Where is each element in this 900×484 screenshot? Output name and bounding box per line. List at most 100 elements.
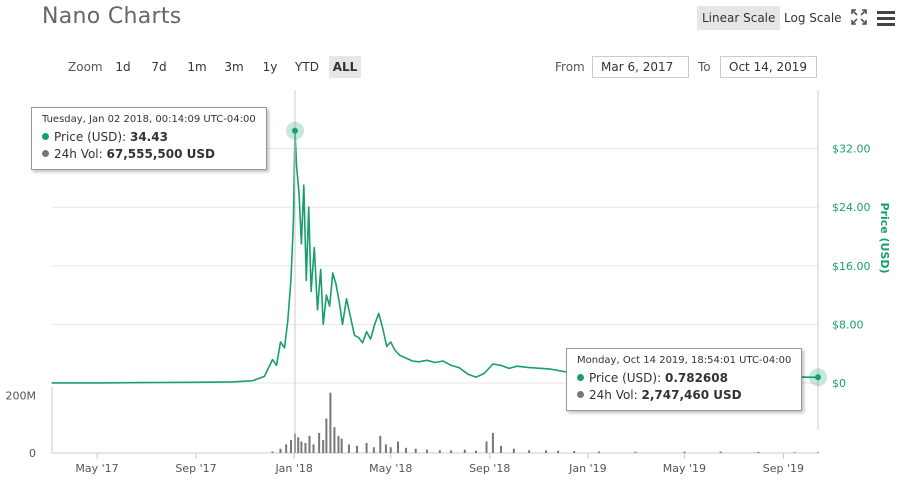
volume-bar [308, 435, 311, 453]
tooltip-price-label: Price (USD): [54, 130, 127, 144]
price-point [508, 367, 510, 369]
price-point [271, 358, 274, 361]
price-point [275, 364, 278, 367]
linear-scale-button[interactable]: Linear Scale [697, 6, 781, 30]
hamburger-menu-icon[interactable] [877, 10, 895, 26]
to-date-input[interactable]: Oct 14, 2019 [720, 56, 817, 78]
price-tick-label: $8.00 [832, 318, 864, 331]
price-point [290, 278, 292, 280]
tooltip-latest: Monday, Oct 14 2019, 18:54:01 UTC-04:00 … [566, 348, 803, 411]
volume-bar [491, 432, 494, 453]
volume-series [271, 392, 819, 453]
tooltip-date: Tuesday, Jan 02 2018, 00:14:09 UTC-04:00 [42, 114, 256, 125]
price-point [492, 363, 494, 365]
tooltip-price-value: 0.782608 [664, 371, 728, 385]
price-point [298, 191, 300, 194]
price-point [332, 272, 334, 274]
zoom-button-1y[interactable]: 1y [262, 60, 278, 74]
price-point [390, 341, 392, 343]
volume-bar [557, 450, 560, 453]
price-point [230, 381, 233, 383]
price-point [325, 294, 327, 296]
price-point [374, 323, 376, 325]
volume-bar [475, 450, 478, 453]
zoom-button-7d[interactable]: 7d [151, 60, 167, 74]
volume-bar [312, 444, 315, 453]
volume-bar [337, 435, 340, 453]
volume-bar [322, 440, 325, 453]
volume-bar [318, 432, 321, 453]
volume-bar [347, 444, 350, 453]
price-point [467, 373, 469, 375]
volume-bar [499, 445, 502, 453]
price-point [292, 221, 294, 223]
price-point [353, 334, 356, 336]
volume-dot-icon [42, 150, 49, 157]
price-point [426, 359, 428, 361]
peak-marker [291, 127, 298, 134]
axes: $0 $8.00 $16.00 $24.00 $32.00 Price (USD) 0 200… [6, 143, 892, 475]
zoom-button-1d[interactable]: 1d [115, 60, 131, 74]
price-axis-title: Price (USD) [878, 202, 891, 273]
zoom-button-3m[interactable]: 3m [224, 60, 244, 74]
price-point [357, 336, 360, 339]
price-point [251, 380, 253, 382]
volume-bar [329, 392, 332, 453]
price-point [341, 323, 344, 325]
volume-bar [304, 442, 307, 453]
volume-bar [333, 427, 336, 453]
zoom-label: Zoom [68, 60, 103, 74]
price-point [382, 327, 384, 329]
price-point [279, 341, 282, 343]
volume-bar [573, 450, 576, 453]
price-point [316, 309, 319, 311]
price-point [145, 382, 147, 384]
x-tick-label: Sep '18 [469, 462, 510, 475]
volume-bar [396, 441, 399, 453]
price-tick-label: $24.00 [832, 201, 871, 214]
volume-bar [450, 450, 453, 453]
volume-bar [289, 440, 292, 453]
volume-bar [463, 449, 466, 453]
zoom-button-1m[interactable]: 1m [187, 60, 207, 74]
price-point [475, 376, 477, 378]
tooltip-vol-label: 24h Vol: [589, 388, 638, 402]
price-point [283, 347, 286, 349]
zoom-button-all[interactable]: ALL [329, 56, 361, 78]
price-point [296, 166, 298, 168]
volume-bar [545, 450, 548, 453]
volume-bar [271, 451, 274, 453]
price-point [386, 345, 388, 347]
page-title: Nano Charts [42, 4, 182, 29]
x-tick-label: Sep '17 [175, 462, 216, 475]
tooltip-vol-value: 67,555,500 USD [106, 147, 215, 161]
tooltip-vol-label: 24h Vol: [54, 147, 103, 161]
volume-bar [414, 448, 417, 453]
price-point [411, 360, 414, 362]
price-point [305, 279, 307, 282]
price-point [405, 357, 407, 359]
price-point [541, 367, 543, 369]
volume-bar [425, 449, 428, 453]
volume-bar [325, 418, 328, 453]
price-point [418, 361, 420, 363]
volume-bar [405, 447, 408, 453]
price-dot-icon [42, 133, 49, 140]
from-date-input[interactable]: Mar 6, 2017 [592, 56, 689, 78]
price-point [322, 323, 324, 325]
volume-bar [340, 438, 343, 453]
x-tick-label: Jan '19 [568, 462, 606, 475]
volume-bar [355, 445, 358, 453]
latest-marker [815, 374, 821, 381]
price-tick-label: $0 [832, 377, 846, 390]
price-point [483, 372, 485, 375]
log-scale-button[interactable]: Log Scale [784, 11, 842, 25]
price-point [287, 320, 289, 322]
volume-bar [279, 448, 282, 453]
price-point [303, 184, 305, 186]
volume-bar [512, 448, 515, 453]
fullscreen-icon[interactable] [851, 9, 867, 25]
zoom-button-ytd[interactable]: YTD [295, 60, 319, 74]
volume-bar [817, 452, 819, 453]
